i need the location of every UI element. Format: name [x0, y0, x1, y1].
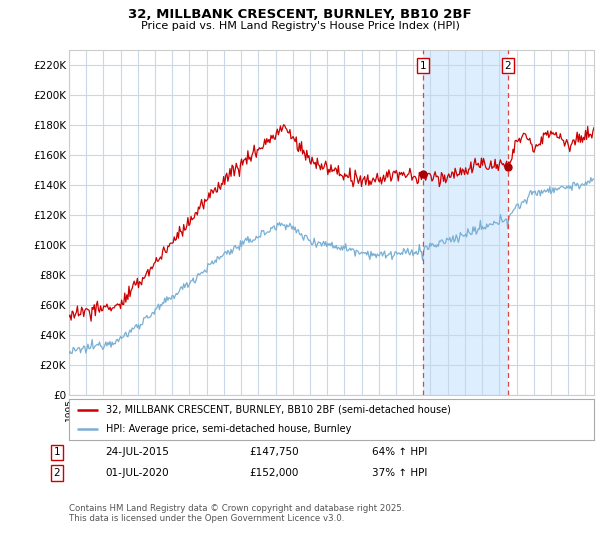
Text: Price paid vs. HM Land Registry's House Price Index (HPI): Price paid vs. HM Land Registry's House …	[140, 21, 460, 31]
Text: 24-JUL-2015: 24-JUL-2015	[105, 447, 169, 458]
Text: 1: 1	[53, 447, 61, 458]
Text: 1: 1	[419, 60, 426, 71]
Text: 32, MILLBANK CRESCENT, BURNLEY, BB10 2BF (semi-detached house): 32, MILLBANK CRESCENT, BURNLEY, BB10 2BF…	[106, 405, 451, 415]
Text: Contains HM Land Registry data © Crown copyright and database right 2025.
This d: Contains HM Land Registry data © Crown c…	[69, 504, 404, 524]
Text: 64% ↑ HPI: 64% ↑ HPI	[372, 447, 427, 458]
Bar	[423, 50, 508, 395]
Text: 2: 2	[505, 60, 511, 71]
Text: 32, MILLBANK CRESCENT, BURNLEY, BB10 2BF: 32, MILLBANK CRESCENT, BURNLEY, BB10 2BF	[128, 8, 472, 21]
Text: 37% ↑ HPI: 37% ↑ HPI	[372, 468, 427, 478]
Text: £152,000: £152,000	[249, 468, 298, 478]
Text: 01-JUL-2020: 01-JUL-2020	[105, 468, 169, 478]
Text: HPI: Average price, semi-detached house, Burnley: HPI: Average price, semi-detached house,…	[106, 424, 351, 434]
Text: £147,750: £147,750	[249, 447, 299, 458]
Text: 2: 2	[53, 468, 61, 478]
